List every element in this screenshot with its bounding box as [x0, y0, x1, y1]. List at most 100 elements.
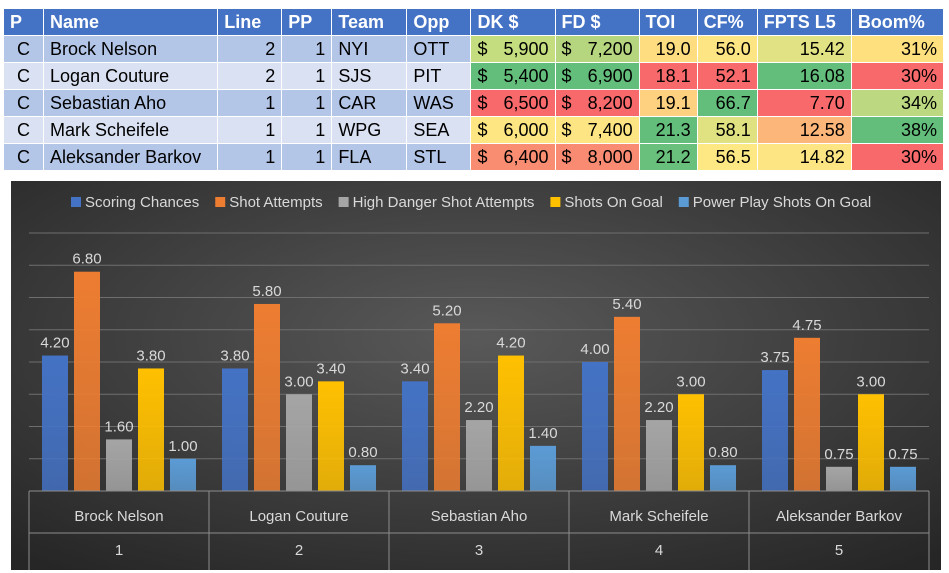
cell-fd-salary: $7,400: [554, 116, 640, 144]
cell-opp: WAS: [406, 89, 472, 117]
bar-shot-attempts[interactable]: [794, 337, 820, 491]
x-tick-label: Brock Nelson: [74, 508, 163, 525]
cell-pp: 1: [281, 62, 333, 90]
chart-area: Scoring Chances Shot Attempts High Danger …: [11, 181, 941, 570]
header-position[interactable]: P: [2, 8, 45, 36]
data-label: 0.75: [888, 446, 917, 463]
header-team[interactable]: Team: [331, 8, 408, 36]
bar-scoring-chances[interactable]: [222, 368, 248, 491]
cell-player-name: Aleksander Barkov: [43, 143, 219, 171]
cell-fpts-l5: 14.82: [756, 143, 852, 171]
header-fd-salary[interactable]: FD $: [554, 8, 640, 36]
data-label: 1.40: [528, 425, 557, 442]
table-row[interactable]: C Brock Nelson 2 1 NYI OTT $5,900 $7,200 19.0 56.…: [2, 35, 945, 63]
header-toi[interactable]: TOI: [638, 8, 698, 36]
cell-team: NYI: [331, 35, 408, 63]
cell-line: 1: [217, 89, 283, 117]
data-label: 2.20: [644, 399, 673, 416]
cell-fpts-l5: 12.58: [756, 116, 852, 144]
data-label: 4.20: [40, 335, 69, 352]
bar-high-danger-shot-attempts[interactable]: [286, 394, 312, 491]
cell-cf-pct: 56.0: [696, 35, 758, 63]
table-row[interactable]: C Aleksander Barkov 1 1 FLA STL $6,400 $8,000 21…: [2, 143, 945, 171]
currency-symbol: $: [477, 146, 488, 167]
bar-high-danger-shot-attempts[interactable]: [826, 466, 852, 491]
cell-team: WPG: [331, 116, 408, 144]
cell-line: 1: [217, 143, 283, 171]
header-dk-salary[interactable]: DK $: [470, 8, 556, 36]
data-label: 0.80: [708, 444, 737, 461]
data-label: 0.75: [824, 446, 853, 463]
legend-label: Shots On Goal: [564, 194, 662, 211]
bar-power-play-shots-on-goal[interactable]: [710, 465, 736, 491]
bar-shots-on-goal[interactable]: [138, 368, 164, 491]
currency-symbol: $: [561, 38, 572, 59]
data-label: 3.00: [676, 373, 705, 390]
currency-symbol: $: [477, 92, 488, 113]
legend-item[interactable]: High Danger Shot Attempts: [338, 194, 535, 211]
data-label: 5.40: [612, 296, 641, 313]
bar-scoring-chances[interactable]: [42, 355, 68, 491]
bar-power-play-shots-on-goal[interactable]: [530, 445, 556, 491]
x-tick-label: Aleksander Barkov: [776, 508, 902, 525]
cell-fd-salary: $8,000: [554, 143, 640, 171]
bar-power-play-shots-on-goal[interactable]: [890, 466, 916, 491]
header-name[interactable]: Name: [43, 8, 219, 36]
data-label: 3.00: [284, 373, 313, 390]
table-row[interactable]: C Sebastian Aho 1 1 CAR WAS $6,500 $8,200 19.1 66…: [2, 89, 945, 117]
salary-value: 8,000: [587, 146, 633, 167]
bar-scoring-chances[interactable]: [582, 362, 608, 491]
header-boom-pct[interactable]: Boom%: [850, 8, 945, 36]
salary-value: 7,200: [587, 38, 633, 59]
bar-shots-on-goal[interactable]: [318, 381, 344, 491]
header-pp[interactable]: PP: [281, 8, 333, 36]
bar-shots-on-goal[interactable]: [498, 355, 524, 491]
table-row[interactable]: C Mark Scheifele 1 1 WPG SEA $6,000 $7,400 21.3 5…: [2, 116, 945, 144]
header-line[interactable]: Line: [217, 8, 283, 36]
header-fpts-l5[interactable]: FPTS L5: [756, 8, 852, 36]
legend-item[interactable]: Shots On Goal: [550, 194, 663, 211]
cell-fpts-l5: 7.70: [756, 89, 852, 117]
bar-high-danger-shot-attempts[interactable]: [466, 420, 492, 491]
cell-opp: SEA: [406, 116, 472, 144]
data-label: 3.40: [400, 360, 429, 377]
bar-chart: Scoring Chances Shot Attempts High Danger …: [11, 181, 941, 570]
bar-shot-attempts[interactable]: [434, 323, 460, 491]
cell-opp: STL: [406, 143, 472, 171]
bar-power-play-shots-on-goal[interactable]: [170, 458, 196, 491]
bar-shots-on-goal[interactable]: [678, 394, 704, 491]
bar-shot-attempts[interactable]: [74, 271, 100, 491]
cell-dk-salary: $6,400: [470, 143, 556, 171]
data-label: 4.75: [792, 317, 821, 334]
legend-item[interactable]: Power Play Shots On Goal: [678, 194, 871, 211]
cell-position: C: [2, 35, 45, 63]
legend-swatch: [550, 197, 561, 207]
cell-cf-pct: 58.1: [696, 116, 758, 144]
legend-item[interactable]: Shot Attempts: [215, 194, 323, 211]
bar-high-danger-shot-attempts[interactable]: [106, 439, 132, 491]
bar-shot-attempts[interactable]: [614, 316, 640, 491]
cell-pp: 1: [281, 89, 333, 117]
cell-boom-pct: 31%: [850, 35, 945, 63]
bar-high-danger-shot-attempts[interactable]: [646, 420, 672, 491]
table-row[interactable]: C Logan Couture 2 1 SJS PIT $5,400 $6,900 18.1 52…: [2, 62, 945, 90]
data-label: 4.00: [580, 341, 609, 358]
cell-cf-pct: 66.7: [696, 89, 758, 117]
cell-team: CAR: [331, 89, 408, 117]
x-tick-index: 1: [115, 542, 123, 559]
bar-power-play-shots-on-goal[interactable]: [350, 465, 376, 491]
header-cf-pct[interactable]: CF%: [696, 8, 758, 36]
cell-dk-salary: $5,400: [470, 62, 556, 90]
bar-shots-on-goal[interactable]: [858, 394, 884, 491]
legend-item[interactable]: Scoring Chances: [71, 194, 199, 211]
cell-boom-pct: 34%: [850, 89, 945, 117]
currency-symbol: $: [477, 38, 488, 59]
bar-scoring-chances[interactable]: [762, 370, 788, 491]
bar-shot-attempts[interactable]: [254, 303, 280, 491]
header-opp[interactable]: Opp: [406, 8, 472, 36]
cell-opp: OTT: [406, 35, 472, 63]
bar-scoring-chances[interactable]: [402, 381, 428, 491]
cell-team: SJS: [331, 62, 408, 90]
cell-dk-salary: $6,000: [470, 116, 556, 144]
data-label: 3.80: [136, 347, 165, 364]
